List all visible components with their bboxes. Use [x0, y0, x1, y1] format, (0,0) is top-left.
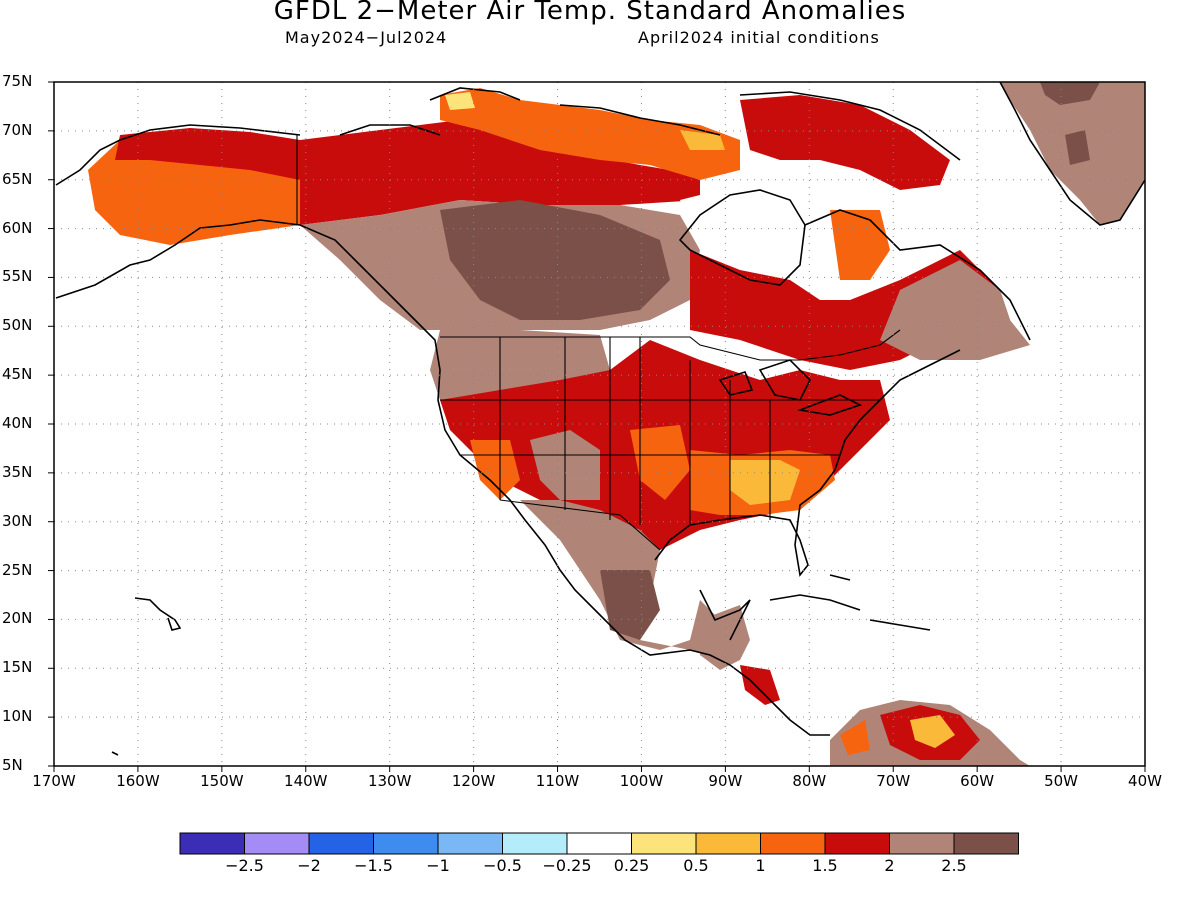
- colorbar-swatch: [308, 832, 374, 855]
- anomaly-region-labrador-brown: [880, 260, 1030, 360]
- lon-tick-label: 90W: [708, 772, 743, 790]
- lat-tick-label: 10N: [2, 707, 33, 726]
- anomaly-region-arctic-islands: [440, 88, 740, 180]
- colorbar-swatch: [437, 832, 503, 855]
- anomaly-region-arctic-canada: [300, 120, 700, 225]
- lon-tick-label: 70W: [876, 772, 911, 790]
- lon-tick-label: 130W: [367, 772, 412, 790]
- lat-tick-label: 40N: [2, 414, 33, 432]
- lon-tick-label: 80W: [792, 772, 827, 790]
- anomaly-field: [88, 82, 1145, 766]
- lat-tick-label: 20N: [2, 609, 33, 628]
- colorbar-label: −0.5: [483, 856, 522, 875]
- axis-ticks: [48, 81, 1146, 772]
- colorbar-swatch: [179, 832, 245, 855]
- colorbar-label: 2: [884, 856, 895, 875]
- anomaly-region-labrador-orange: [830, 210, 890, 280]
- colorbar-label: 0.5: [683, 856, 709, 875]
- anomaly-region-orange-arctic-2: [680, 130, 725, 150]
- lat-tick-label: 75N: [2, 72, 33, 90]
- lon-tick-label: 170W: [32, 772, 76, 790]
- colorbar-swatch: [373, 832, 439, 855]
- lat-tick-label: 45N: [2, 365, 33, 384]
- colorbar-label: 1: [755, 856, 766, 875]
- colorbar-swatch: [244, 832, 310, 855]
- forecast-period: May2024−Jul2024: [285, 28, 448, 47]
- lat-tick-label: 70N: [2, 120, 33, 139]
- colorbar-swatch: [695, 832, 761, 855]
- anomaly-region-greenland-dark: [1040, 82, 1100, 105]
- anomaly-region-greenland-dark-2: [1065, 130, 1090, 165]
- colorbar-swatch: [631, 832, 697, 855]
- colorbar-label: −2.5: [225, 856, 264, 875]
- initial-conditions: April2024 initial conditions: [638, 28, 880, 47]
- lat-tick-label: 50N: [2, 316, 33, 335]
- anomaly-region-yellow-arctic: [445, 92, 475, 110]
- lat-tick-label: 5N: [2, 756, 23, 774]
- anomaly-region-central-america-red: [740, 665, 780, 705]
- anomaly-region-colombia-orange: [840, 720, 870, 755]
- lon-tick-label: 100W: [619, 772, 664, 790]
- map-frame: [53, 81, 1146, 767]
- colorbar-label: −2: [297, 856, 321, 875]
- lat-tick-label: 35N: [2, 462, 33, 481]
- political-boundaries: [296, 135, 901, 551]
- anomaly-region-venezuela-orange: [910, 715, 955, 748]
- lat-tick-label: 65N: [2, 169, 33, 188]
- colorbar-label: 1.5: [812, 856, 838, 875]
- colorbar-label: −0.25: [542, 856, 592, 875]
- colorbar-swatch: [824, 832, 890, 855]
- lon-tick-label: 120W: [451, 772, 496, 790]
- lon-tick-label: 60W: [960, 772, 995, 790]
- lat-tick-label: 55N: [2, 267, 33, 286]
- lon-tick-label: 150W: [200, 772, 244, 790]
- colorbar-label: −1: [426, 856, 450, 875]
- lat-tick-label: 30N: [2, 511, 33, 530]
- lat-tick-label: 25N: [2, 560, 33, 579]
- colorbar-label: −1.5: [354, 856, 393, 875]
- lon-tick-label: 40W: [1128, 772, 1162, 790]
- lon-tick-label: 50W: [1044, 772, 1079, 790]
- colorbar-swatch: [502, 832, 568, 855]
- anomaly-region-hudson-bay: [680, 185, 810, 280]
- lon-tick-label: 110W: [535, 772, 580, 790]
- colorbar-swatch: [760, 832, 826, 855]
- anomaly-region-baffin: [740, 95, 950, 190]
- lat-tick-label: 60N: [2, 218, 33, 237]
- lon-tick-label: 160W: [116, 772, 160, 790]
- colorbar: [179, 832, 1019, 855]
- colorbar-swatch: [889, 832, 955, 855]
- colorbar-swatch: [953, 832, 1019, 855]
- colorbar-swatch: [566, 832, 632, 855]
- anomaly-region-central-america: [700, 605, 750, 670]
- anomaly-region-mexico-dark: [600, 570, 660, 640]
- colorbar-label: 2.5: [941, 856, 967, 875]
- map-title: GFDL 2−Meter Air Temp. Standard Anomalie…: [273, 0, 907, 26]
- anomaly-region-southeast-yellow: [730, 460, 800, 505]
- anomaly-region-plains-orange: [630, 425, 690, 500]
- lon-tick-label: 140W: [284, 772, 328, 790]
- anomaly-region-alaska-north: [115, 128, 300, 180]
- lat-tick-label: 15N: [2, 658, 33, 677]
- colorbar-label: 0.25: [613, 856, 650, 875]
- anomaly-region-canada-dark: [440, 200, 670, 320]
